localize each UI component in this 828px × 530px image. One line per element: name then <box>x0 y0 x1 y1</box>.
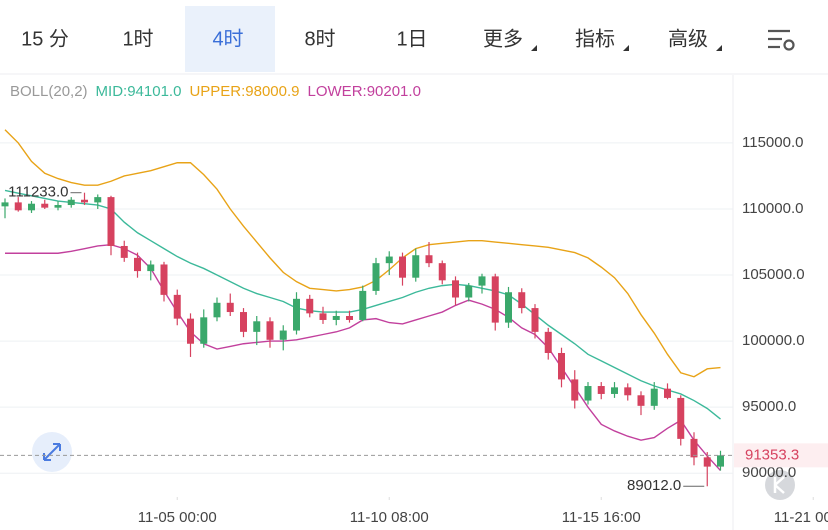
dropdown-caret <box>531 45 537 51</box>
logo-badge <box>765 470 795 500</box>
tab[interactable]: 1时 <box>122 27 153 50</box>
settings-icon[interactable] <box>768 29 795 51</box>
candle-body <box>518 292 526 309</box>
candle-body <box>624 387 632 396</box>
candle-body <box>120 245 128 258</box>
candle-body <box>438 263 446 281</box>
price-tag <box>734 443 828 468</box>
candle-body <box>240 312 247 332</box>
candle-body <box>465 285 473 298</box>
price-label: 91353.3 <box>745 446 799 463</box>
candle-body <box>385 256 393 264</box>
candle-body <box>226 302 234 313</box>
candle-body <box>544 331 552 353</box>
candle-body <box>372 263 380 291</box>
candle-body <box>28 203 35 211</box>
candle-body <box>690 438 698 458</box>
tab[interactable]: 4时 <box>212 27 243 50</box>
max-label: 111233.0 <box>8 184 68 201</box>
candle-body <box>571 379 579 401</box>
min-label: 89012.0 <box>627 477 681 494</box>
candle-body <box>412 255 420 278</box>
dropdown-caret <box>716 45 722 51</box>
candle-body <box>67 199 75 206</box>
candle-body <box>213 302 221 318</box>
candle-body <box>399 256 406 278</box>
tab[interactable]: 8时 <box>304 27 335 50</box>
dropdown-caret <box>623 45 629 51</box>
candle-body <box>703 457 711 467</box>
candle-body <box>346 316 353 320</box>
legend-item: LOWER:90201.0 <box>308 83 421 100</box>
candle-body <box>611 387 618 394</box>
plot <box>1 129 724 487</box>
candle-body <box>147 264 155 272</box>
candle-body <box>319 313 327 320</box>
candle-body <box>650 388 658 406</box>
candle-body <box>584 386 592 401</box>
candle-body <box>558 352 565 380</box>
y-tick-label: 100000.0 <box>742 332 805 349</box>
candle-body <box>597 386 605 394</box>
legend-item: BOLL(20,2) <box>10 83 88 100</box>
active-tab-bg <box>185 6 275 72</box>
y-tick-label: 95000.0 <box>742 398 796 415</box>
legend-item: MID:94101.0 <box>96 83 182 100</box>
candle-body <box>677 397 685 439</box>
candle-body <box>200 317 208 344</box>
candle-body <box>505 292 512 323</box>
candle-body <box>54 205 62 208</box>
candle-body <box>637 395 645 406</box>
candle-body <box>266 321 274 340</box>
candle-body <box>134 257 141 272</box>
candle-body <box>425 255 433 264</box>
candle-body <box>253 321 261 332</box>
candle-body <box>306 298 314 314</box>
candle-body <box>173 294 181 319</box>
x-tick-label: 11-10 08:00 <box>350 509 429 526</box>
candle-body <box>717 455 724 467</box>
tab[interactable]: 1日 <box>396 28 427 50</box>
tab[interactable]: 15 分 <box>21 27 69 50</box>
candle-body <box>81 199 88 203</box>
candle-body <box>491 276 499 323</box>
legend-item: UPPER:98000.9 <box>189 83 299 100</box>
candle-body <box>293 298 300 331</box>
tab[interactable]: 高级 <box>668 27 708 50</box>
candle-body <box>94 197 102 203</box>
candle-body <box>332 316 340 320</box>
candle-body <box>41 203 49 208</box>
candle-body <box>107 197 115 246</box>
candle-body <box>279 330 287 340</box>
candle-body <box>664 388 671 398</box>
candle-body <box>14 202 22 211</box>
candle-body <box>1 202 9 207</box>
x-tick-label: 11-05 00:00 <box>138 509 217 526</box>
tab[interactable]: 更多 <box>483 27 523 50</box>
tab[interactable]: 指标 <box>575 27 615 50</box>
y-tick-label: 110000.0 <box>742 200 803 217</box>
expand-button[interactable] <box>32 432 72 472</box>
y-tick-label: 90000.0 <box>742 464 796 481</box>
candle-body <box>359 290 367 320</box>
indicator-legend: BOLL(20,2) MID:94101.0 UPPER:98000.9 LOWER:… <box>10 83 421 100</box>
x-tick-label: 11-21 00:00 <box>774 509 828 526</box>
candle-body <box>160 264 168 295</box>
x-tick-label: 11-15 16:00 <box>562 509 641 526</box>
y-tick-label: 105000.0 <box>742 266 805 283</box>
candle-body <box>478 276 486 286</box>
candle-body <box>531 308 539 332</box>
candle-body <box>452 280 459 298</box>
y-tick-label: 115000.0 <box>742 134 803 151</box>
candle-body <box>187 318 194 344</box>
